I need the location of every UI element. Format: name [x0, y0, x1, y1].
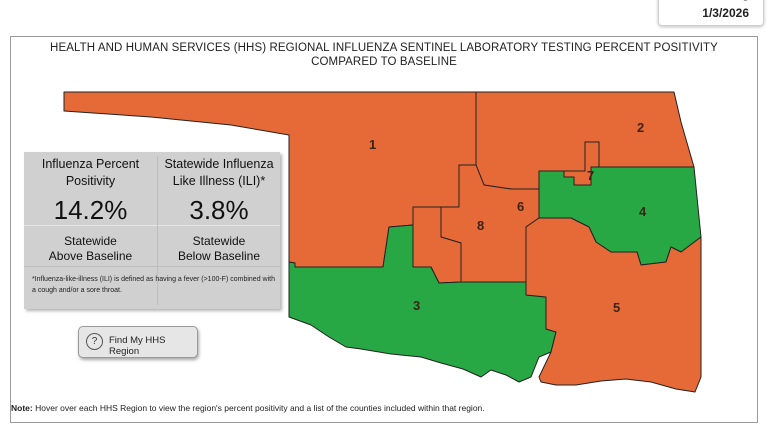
date-caption: ing: [733, 0, 750, 1]
flu-status-line1: Statewide: [64, 234, 117, 248]
ili-label: Statewide Influenza Like Illness (ILI)*: [158, 156, 280, 190]
ili-footnote: *Influenza-like-illness (ILI) is defined…: [32, 276, 275, 294]
region-labels: 1 2 3 4 5 6 7 8: [369, 120, 647, 315]
note-prefix: Note:: [11, 403, 33, 413]
find-my-region-button[interactable]: ? Find My HHS Region: [78, 326, 198, 358]
map-title: HEALTH AND HUMAN SERVICES (HHS) REGIONAL…: [11, 41, 757, 69]
region-label-3: 3: [413, 298, 420, 313]
region-label-6: 6: [517, 199, 524, 214]
ili-value: 3.8%: [189, 195, 249, 225]
flu-status: Statewide Above Baseline: [24, 234, 157, 264]
region-label-7: 7: [587, 168, 594, 183]
flu-label-line1: Influenza Percent: [41, 157, 140, 171]
region-label-4: 4: [639, 204, 647, 219]
ili-status-line1: Statewide: [192, 234, 246, 248]
flu-positivity-label: Influenza Percent Positivity: [24, 156, 157, 190]
note-text: Hover over each HHS Region to view the r…: [32, 403, 485, 413]
question-circle-icon: ?: [86, 333, 103, 350]
map-panel: HEALTH AND HUMAN SERVICES (HHS) REGIONAL…: [10, 36, 758, 423]
region-3[interactable]: [288, 224, 557, 383]
divider: [24, 225, 280, 226]
ili-label-line2: Like Illness (ILI)*: [172, 174, 266, 188]
ili-status: Statewide Below Baseline: [158, 234, 280, 264]
region-label-1: 1: [369, 137, 376, 152]
ili-label-line1: Statewide Influenza: [164, 157, 274, 171]
flu-status-line2: Above Baseline: [48, 249, 133, 263]
hover-note: Note: Hover over each HHS Region to view…: [11, 403, 485, 413]
region-label-8: 8: [477, 218, 484, 233]
region-5[interactable]: [525, 217, 702, 393]
report-date-box: ing 1/3/2026: [658, 0, 764, 26]
ili-status-line2: Below Baseline: [177, 249, 261, 263]
oklahoma-hhs-region-map: 1 2 3 4 5 6 7 8: [63, 91, 702, 393]
find-my-region-label: Find My HHS Region: [109, 335, 166, 357]
map-title-line1: HEALTH AND HUMAN SERVICES (HHS) REGIONAL…: [50, 42, 718, 54]
region-label-2: 2: [637, 120, 644, 135]
statewide-stats-card: Influenza Percent Positivity Statewide I…: [24, 152, 280, 309]
report-date: 1/3/2026: [702, 6, 749, 20]
divider: [24, 266, 280, 267]
map-title-line2: COMPARED TO BASELINE: [311, 56, 457, 68]
divider: [157, 156, 158, 305]
flu-label-line2: Positivity: [65, 174, 116, 188]
flu-positivity-value: 14.2%: [53, 195, 128, 225]
region-label-5: 5: [613, 300, 620, 315]
